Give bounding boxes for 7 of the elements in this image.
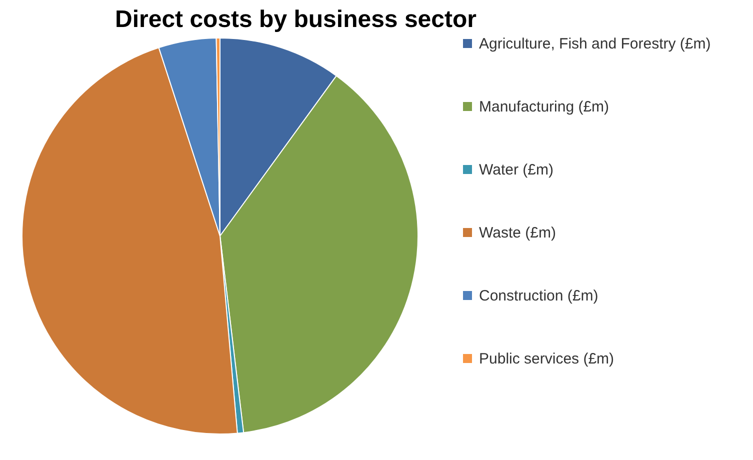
legend-label: Water (£m) xyxy=(479,162,554,178)
legend-label: Waste (£m) xyxy=(479,224,556,242)
chart-title: Direct costs by business sector xyxy=(115,6,476,33)
legend-label: Manufacturing (£m) xyxy=(479,98,610,116)
legend-label: Public services (£m) xyxy=(479,350,614,368)
legend-label: Construction (£m) xyxy=(479,288,598,304)
legend-label: Agriculture, Fish and Forestry (£m) xyxy=(479,36,711,52)
